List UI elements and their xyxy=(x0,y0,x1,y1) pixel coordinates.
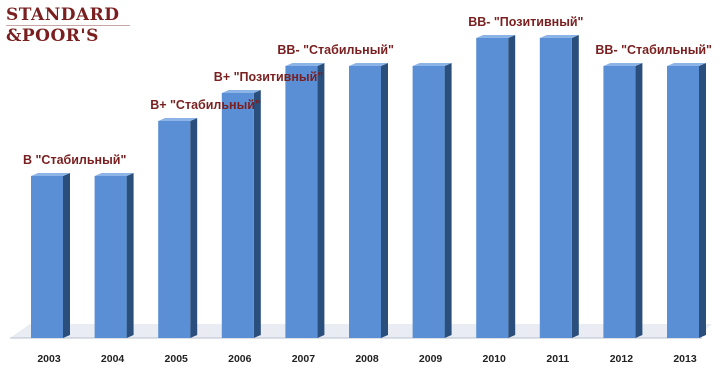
bar-side-2004 xyxy=(126,173,134,338)
bar-2010 xyxy=(476,35,516,338)
rating-annotation-2003: B "Стабильный" xyxy=(23,153,126,167)
bar-2011 xyxy=(539,35,579,338)
bar-side-2010 xyxy=(508,35,516,338)
rating-annotations: B "Стабильный" B+ "Стабильный" B+ "Позитив… xyxy=(23,15,712,167)
rating-annotation-2010: BB- "Позитивный" xyxy=(468,15,583,29)
tick-label-2005: 2005 xyxy=(165,353,189,365)
bar-top-2004 xyxy=(94,173,134,176)
tick-label-2009: 2009 xyxy=(419,353,443,365)
bar-side-2007 xyxy=(317,63,325,338)
bar-front-2008 xyxy=(349,66,381,338)
bar-2005 xyxy=(158,118,198,338)
bar-front-2010 xyxy=(476,38,509,338)
rating-annotation-2005: B+ "Стабильный" xyxy=(150,98,261,112)
bar-side-2006 xyxy=(253,90,261,338)
bar-front-2007 xyxy=(285,66,318,338)
bar-top-2012 xyxy=(603,63,643,66)
bar-top-2005 xyxy=(158,118,198,121)
rating-annotation-2006: B+ "Позитивный" xyxy=(214,70,323,84)
logo-line-2: &POOR'S xyxy=(6,26,99,46)
logo-line-1: STANDARD xyxy=(6,5,120,25)
tick-label-2011: 2011 xyxy=(546,353,569,365)
bar-front-2006 xyxy=(221,93,254,338)
bar-side-2013 xyxy=(699,63,706,338)
tick-label-2006: 2006 xyxy=(228,353,252,365)
bar-front-2011 xyxy=(539,38,572,338)
bar-front-2012 xyxy=(603,66,636,338)
bar-top-2013 xyxy=(667,63,706,66)
tick-label-2012: 2012 xyxy=(610,353,634,365)
bar-side-2005 xyxy=(190,118,198,338)
bar-2012 xyxy=(603,63,643,338)
tick-label-2010: 2010 xyxy=(483,353,507,365)
bar-side-2003 xyxy=(63,173,70,338)
bar-top-2010 xyxy=(476,35,516,38)
bar-front-2013 xyxy=(667,66,699,338)
standard-and-poors-logo: STANDARD &POOR'S xyxy=(6,6,136,52)
rating-annotation-2007: BB- "Стабильный" xyxy=(277,43,394,57)
bar-2004 xyxy=(94,173,134,338)
bar-top-2003 xyxy=(31,173,70,176)
bar-front-2004 xyxy=(94,176,127,338)
bar-2007 xyxy=(285,63,325,338)
tick-label-2003: 2003 xyxy=(37,353,61,365)
bar-side-2011 xyxy=(571,35,579,338)
tick-label-2008: 2008 xyxy=(355,353,379,365)
bar-top-2007 xyxy=(285,63,325,66)
bar-front-2003 xyxy=(31,176,63,338)
bar-top-2011 xyxy=(539,35,579,38)
bar-side-2009 xyxy=(444,63,452,338)
bar-top-2008 xyxy=(349,63,388,66)
bar-2003 xyxy=(31,173,70,338)
rating-annotation-2012: BB- "Стабильный" xyxy=(595,43,712,57)
bar-front-2005 xyxy=(158,121,191,338)
bar-side-2008 xyxy=(381,63,388,338)
tick-label-2007: 2007 xyxy=(292,353,316,365)
tick-label-2013: 2013 xyxy=(673,353,697,365)
bars-group xyxy=(31,35,706,338)
bar-top-2009 xyxy=(412,63,452,66)
bar-top-2006 xyxy=(221,90,261,93)
bar-2009 xyxy=(412,63,452,338)
bar-2006 xyxy=(221,90,261,338)
tick-label-2004: 2004 xyxy=(101,353,125,365)
bar-2008 xyxy=(349,63,388,338)
x-axis-ticks: 2003 2004 2005 2006 2007 2008 2009 2010 2011 2012… xyxy=(37,353,697,365)
bar-front-2009 xyxy=(412,66,445,338)
bar-side-2012 xyxy=(635,63,643,338)
bar-2013 xyxy=(667,63,706,338)
logo-divider xyxy=(6,25,130,26)
